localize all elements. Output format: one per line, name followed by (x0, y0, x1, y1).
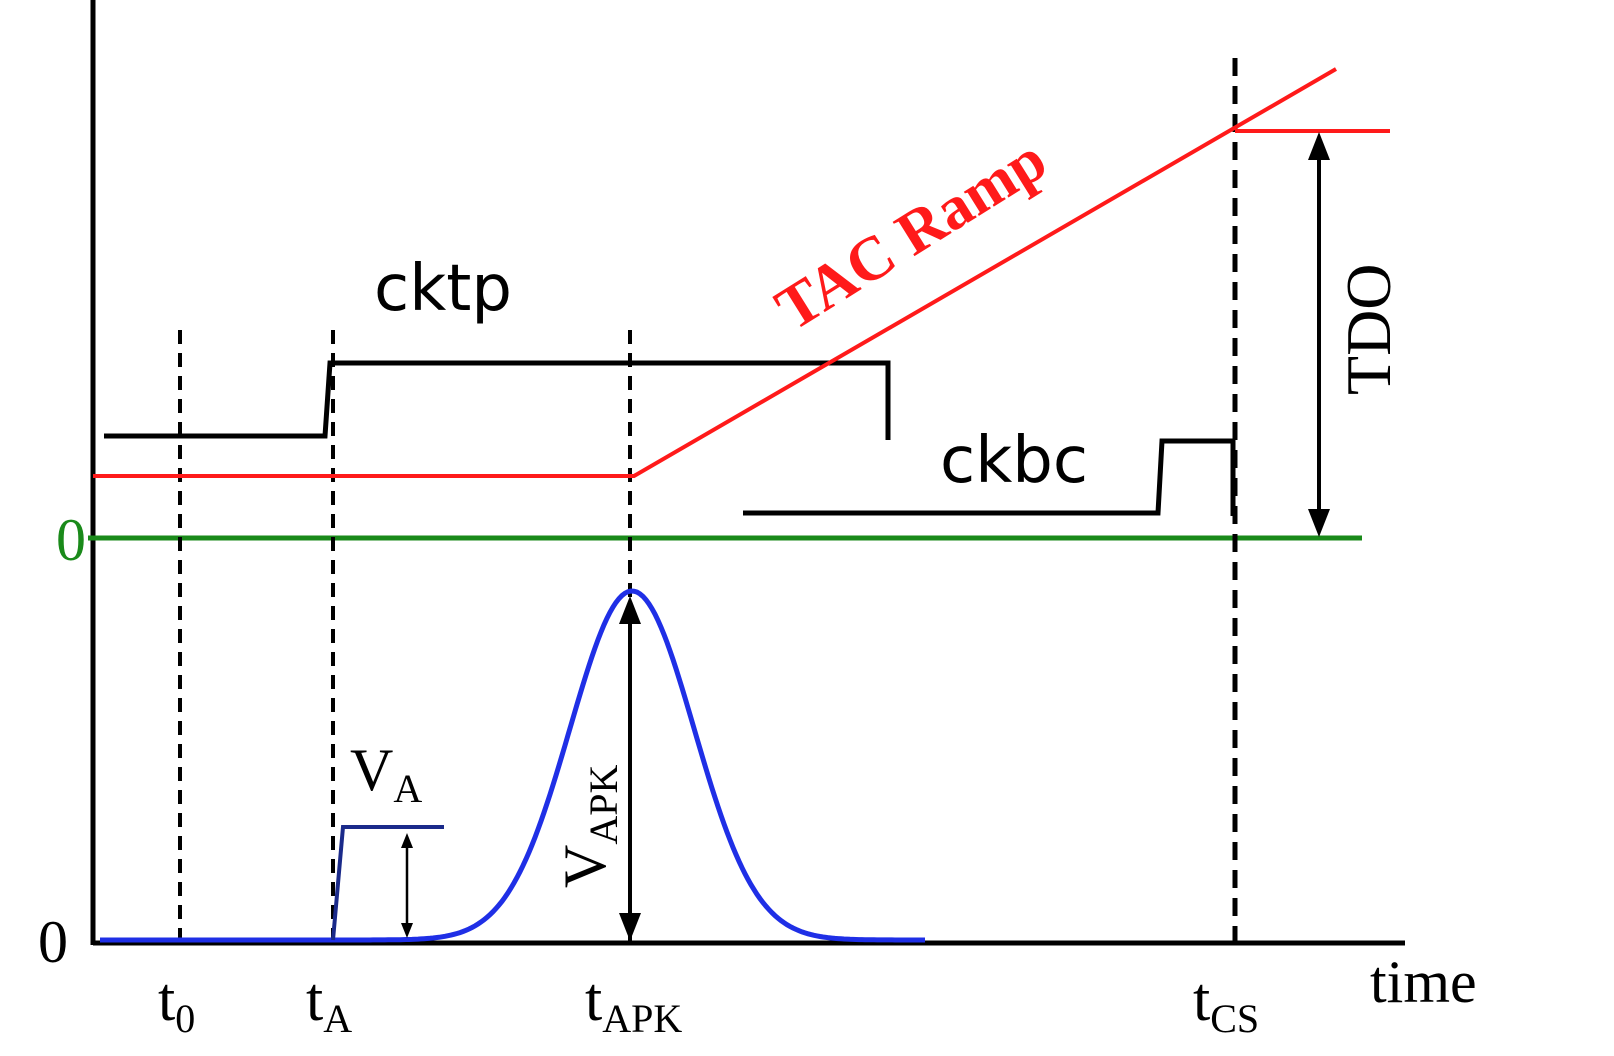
va-label: VA (350, 737, 422, 811)
ckbc-label: ckbc (940, 424, 1088, 498)
zero-label-lower: 0 (38, 909, 68, 975)
tcs-label: tCS (1193, 966, 1259, 1041)
tdo-label: TDO (1333, 263, 1404, 395)
vapk-arrow (619, 596, 641, 941)
va-arrow (401, 833, 413, 938)
va-step-signal (331, 825, 444, 941)
tac-ramp-line (93, 67, 1338, 478)
cktp-label: cktp (374, 252, 512, 326)
ckbc-signal (743, 438, 1236, 516)
cktp-signal (104, 360, 891, 440)
ta-label: tA (306, 966, 352, 1041)
t0-label: t0 (158, 966, 195, 1041)
vapk-label: VAPK (552, 765, 626, 888)
zero-label-upper: 0 (56, 507, 86, 573)
signal-pulse-curve (100, 588, 925, 943)
tac-ramp-label: TAC Ramp (764, 125, 1058, 344)
tdo-arrow (1308, 132, 1330, 537)
time-axis-label: time (1370, 949, 1477, 1015)
tapk-label: tAPK (585, 966, 682, 1041)
